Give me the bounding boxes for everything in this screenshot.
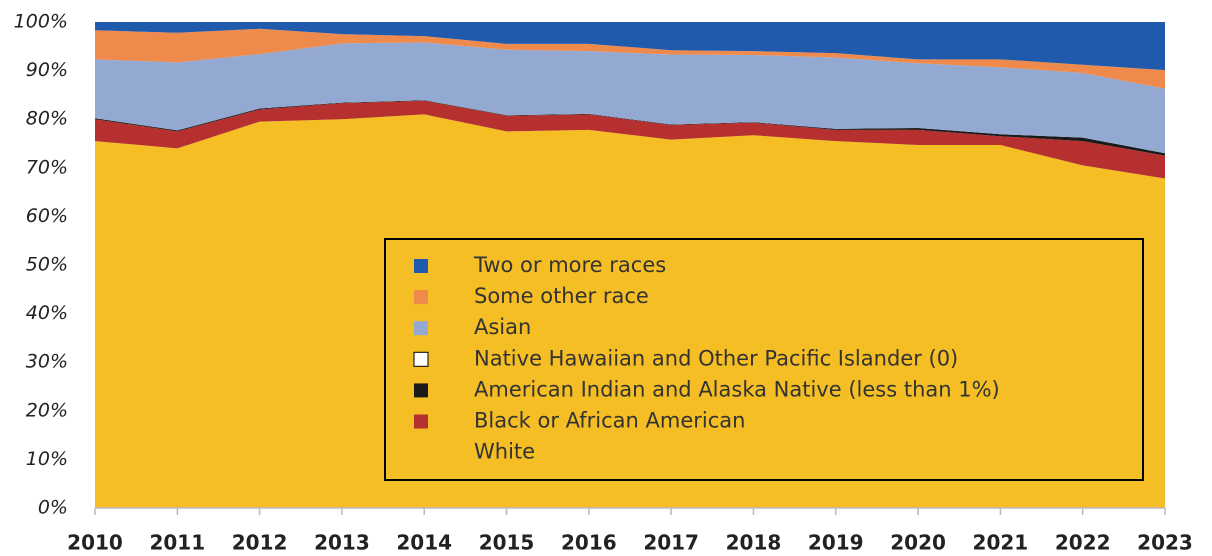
legend-swatch [414, 259, 428, 273]
x-tick-label: 2022 [1055, 531, 1111, 555]
x-tick-label: 2015 [479, 531, 535, 555]
legend-swatch [413, 351, 429, 367]
legend: White Black or African American American I… [384, 238, 1144, 481]
area [95, 42, 1165, 154]
x-tick-label: 2012 [232, 531, 288, 555]
legend-label: White [474, 440, 535, 464]
legend-label: American Indian and Alaska Native (less … [474, 377, 1000, 401]
y-tick-label: 50% [26, 254, 68, 276]
legend-swatch [414, 321, 428, 336]
y-tick-label: 80% [26, 108, 68, 130]
area [95, 22, 1165, 71]
legend-swatch [414, 290, 428, 305]
legend-swatch [414, 414, 428, 429]
y-tick-label: 20% [26, 399, 68, 421]
y-tick-label: 0% [38, 497, 68, 519]
legend-swatch [414, 383, 428, 398]
x-tick-label: 2010 [67, 531, 123, 555]
y-tick-label: 60% [26, 205, 68, 227]
x-tick-label: 2017 [643, 531, 699, 555]
legend-label: Two or more races [473, 253, 666, 277]
y-tick-label: 30% [26, 351, 68, 373]
x-tick-label: 2016 [561, 531, 617, 555]
x-tick-label: 2018 [726, 531, 782, 555]
x-tick-label: 2014 [396, 531, 452, 555]
legend-box [384, 238, 1144, 481]
x-tick-label: 2023 [1137, 531, 1193, 555]
x-tick-label: 2011 [149, 531, 205, 555]
legend-label: Asian [474, 315, 531, 339]
y-tick-label: 70% [26, 156, 68, 178]
y-tick-label: 100% [14, 11, 68, 33]
x-tick-label: 2013 [314, 531, 370, 555]
legend-label: Native Hawaiian and Other Pacific Island… [474, 346, 958, 370]
y-tick-label: 10% [26, 448, 68, 470]
legend-label: Some other race [474, 284, 649, 308]
legend-label: Black or African American [474, 409, 745, 433]
x-tick-label: 2019 [808, 531, 864, 555]
y-tick-label: 90% [26, 59, 68, 81]
y-tick-label: 40% [26, 302, 68, 324]
area [95, 28, 1165, 89]
legend-swatch [414, 445, 428, 460]
area [95, 100, 1165, 179]
x-tick-label: 2020 [890, 531, 946, 555]
x-tick-label: 2021 [973, 531, 1029, 555]
